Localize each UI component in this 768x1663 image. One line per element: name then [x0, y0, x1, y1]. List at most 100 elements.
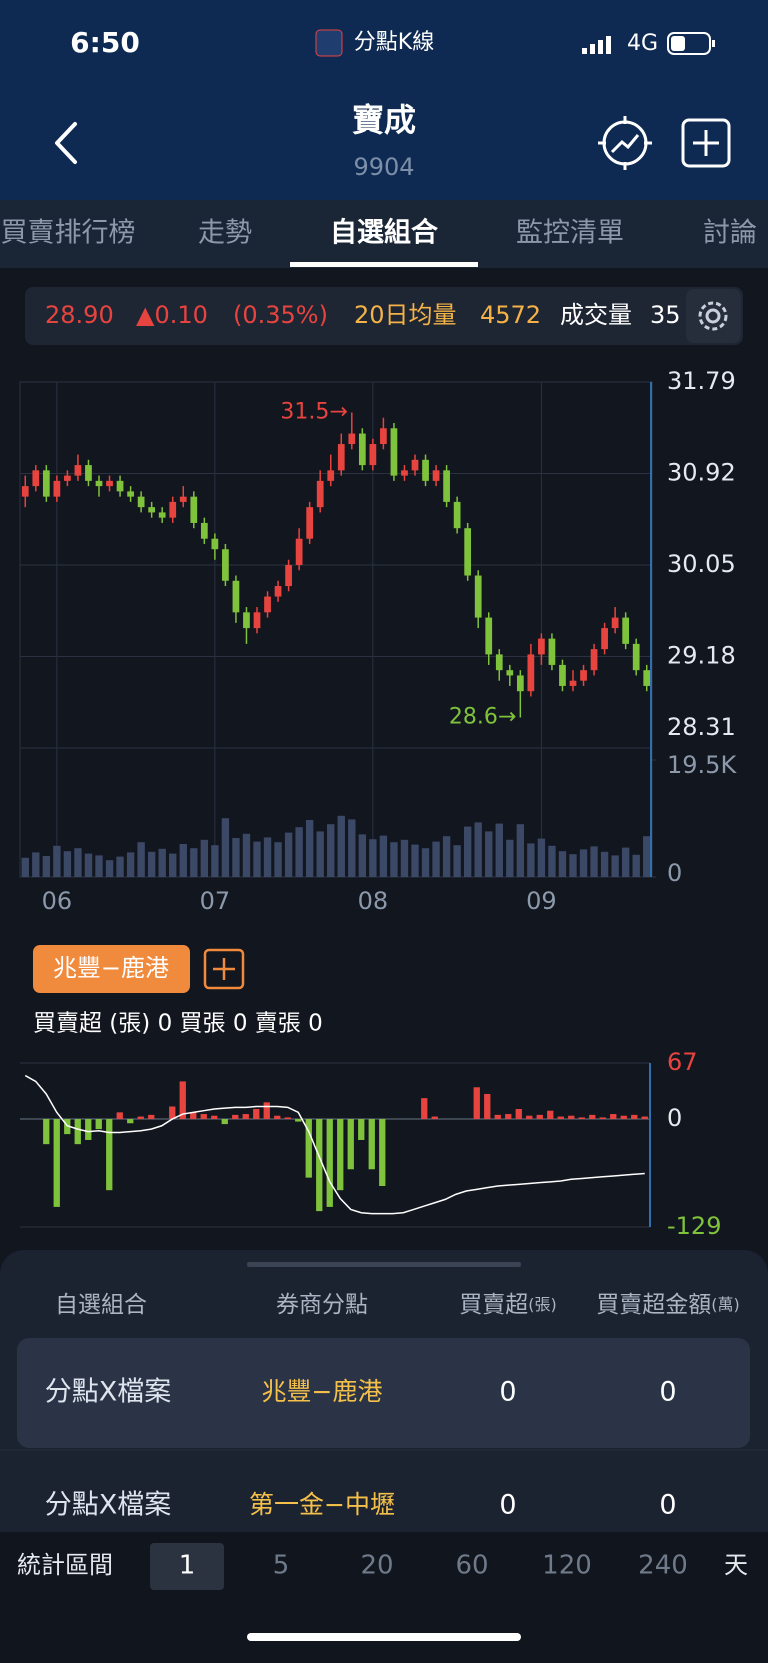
volume-bar: [327, 824, 335, 877]
broker-tag-bg[interactable]: [33, 945, 190, 993]
volume-bar: [126, 852, 135, 877]
bar: [179, 1081, 186, 1120]
bar: [337, 1119, 344, 1191]
tabs: 買賣排行榜 走勢 自選組合 監控清單 討論: [1, 217, 757, 267]
stock-name: 寶成: [352, 101, 416, 139]
candle-body: [21, 486, 29, 497]
bar: [127, 1119, 134, 1124]
volume-bar: [558, 851, 567, 877]
volume-bar: [211, 845, 219, 877]
volume-bar: [42, 856, 51, 877]
volume-bar: [158, 848, 166, 877]
tab[interactable]: 走勢: [198, 218, 252, 249]
back-button[interactable]: [55, 122, 77, 164]
tab[interactable]: 自選組合: [330, 217, 438, 249]
volume-bar: [411, 844, 419, 877]
bar: [536, 1114, 543, 1120]
candle-body: [285, 565, 292, 587]
x-tick-label: 09: [526, 887, 557, 915]
volume-tick-label: 19.5K: [667, 751, 737, 779]
volume-value: 35: [650, 301, 681, 329]
bar: [53, 1119, 60, 1207]
candle-body: [348, 433, 356, 445]
header-bg: [0, 0, 768, 200]
candle-body: [369, 444, 377, 466]
table-cell[interactable]: 第一金−中壢: [249, 1490, 395, 1519]
candle-body: [32, 470, 40, 487]
volume-bar: [621, 847, 630, 877]
candle-body: [190, 496, 198, 523]
candle-body: [106, 480, 113, 487]
candle-body: [169, 501, 177, 518]
period-option[interactable]: 1: [179, 1551, 196, 1581]
volume-bar: [337, 815, 345, 877]
period-option[interactable]: 5: [273, 1551, 290, 1581]
candle-body: [464, 528, 472, 576]
bar: [274, 1115, 281, 1120]
period-option[interactable]: 120: [542, 1551, 592, 1581]
volume-bar: [600, 851, 609, 877]
period-option[interactable]: 60: [455, 1551, 488, 1581]
bar: [358, 1119, 365, 1140]
bar: [221, 1119, 228, 1125]
volume-bar: [463, 826, 472, 877]
candle-body: [74, 465, 82, 476]
period-option[interactable]: 240: [638, 1551, 688, 1581]
candle-body: [474, 575, 482, 618]
table-cell[interactable]: 分點X檔案: [45, 1490, 172, 1521]
settings-button[interactable]: [686, 289, 741, 343]
bar: [263, 1102, 270, 1120]
volume-bar: [53, 845, 61, 877]
table-header: 買賣超金額(萬): [596, 1292, 740, 1318]
candle-body: [601, 628, 608, 650]
bar: [515, 1109, 522, 1120]
add-button[interactable]: [681, 118, 731, 168]
volume-bar: [611, 855, 619, 877]
volume-bar: [284, 832, 293, 877]
bar: [589, 1114, 596, 1120]
bar: [284, 1117, 291, 1120]
y-tick-label: 67: [667, 1048, 698, 1076]
add-broker[interactable]: [203, 948, 245, 990]
bar: [568, 1115, 575, 1120]
tab[interactable]: 討論: [703, 218, 757, 249]
table-cell[interactable]: 0: [499, 1490, 516, 1521]
candle-body: [443, 470, 450, 502]
x-tick-label: 08: [358, 887, 389, 915]
period-option[interactable]: 20: [360, 1551, 393, 1581]
table-cell[interactable]: 分點X檔案: [45, 1377, 172, 1408]
candle-body: [622, 617, 630, 644]
tab[interactable]: 買賣排行榜: [1, 218, 136, 249]
bar: [316, 1119, 323, 1212]
broker-summary: 買賣超 (張) 0 買張 0 賣張 0: [33, 1011, 323, 1037]
period-selected-bg: [150, 1543, 224, 1590]
candle-body: [137, 496, 145, 508]
table-cell[interactable]: 兆豐−鹿港: [262, 1377, 383, 1406]
candle-body: [337, 444, 345, 471]
sheet-handle[interactable]: [247, 1262, 521, 1267]
volume-bar: [516, 824, 525, 877]
table-header: 買賣超(張): [459, 1292, 557, 1318]
bar: [106, 1119, 113, 1191]
candle-body: [643, 670, 651, 686]
table-cell[interactable]: 0: [659, 1377, 676, 1408]
chart-button[interactable]: [598, 116, 652, 170]
tab[interactable]: 監控清單: [516, 218, 624, 249]
bar: [137, 1116, 144, 1120]
volume-bar: [21, 857, 29, 877]
bar: [200, 1114, 207, 1120]
time: 6:50: [70, 26, 140, 59]
bar: [74, 1119, 81, 1145]
y-tick-label: 28.31: [667, 713, 736, 741]
network: 4G: [627, 31, 658, 56]
volume-bar: [169, 853, 177, 877]
broker-tag[interactable]: 兆豐−鹿港: [53, 954, 169, 982]
table-cell[interactable]: 0: [499, 1377, 516, 1408]
candle-body: [127, 491, 134, 497]
bar: [578, 1117, 585, 1120]
table-cell[interactable]: 0: [659, 1490, 676, 1521]
header-unit: (萬): [711, 1295, 740, 1314]
volume-bar: [147, 851, 156, 877]
candle-body: [516, 675, 524, 692]
period-selector: 統計區間 1 5 20 60 120 240 天: [17, 1543, 748, 1590]
